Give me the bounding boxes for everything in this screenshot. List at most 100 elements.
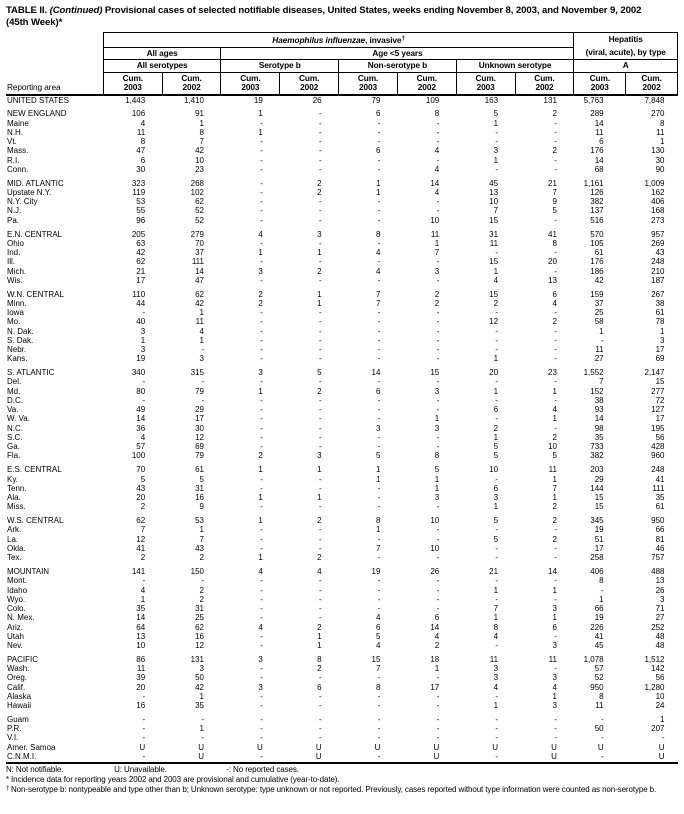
value-cell: 21: [548, 178, 557, 188]
value-cell: 61: [594, 248, 604, 258]
value-cell: -: [260, 502, 263, 512]
value-cell: 62: [136, 257, 146, 267]
value-cell: 7: [375, 298, 381, 308]
table-row: Iowa - 1 - - - - - - 25 61: [6, 308, 678, 317]
value-cell: -: [377, 197, 381, 207]
value-cell: 72: [655, 395, 665, 405]
value-cell: 50: [195, 673, 204, 683]
value-cell: 3: [199, 354, 204, 364]
reporting-area-cell: Colo.: [7, 604, 26, 613]
reporting-area-cell: Ky.: [7, 474, 18, 484]
value-cell: 127: [651, 405, 665, 415]
value-cell: 5: [317, 368, 322, 378]
value-cell: 279: [190, 229, 204, 239]
value-cell: -: [436, 308, 440, 318]
table-row: Idaho 4 2 - - - - 1 1 - 26: [6, 586, 678, 595]
reporting-area-cell: Tenn.: [7, 483, 27, 493]
value-cell: -: [201, 377, 204, 387]
value-cell: 43: [136, 483, 146, 493]
table-row: P.R. - 1 - - - - - - 50 207: [6, 724, 678, 733]
value-cell: -: [436, 257, 440, 267]
dagger-marker: †: [6, 785, 10, 793]
value-cell: 1: [375, 187, 381, 197]
value-cell: -: [377, 442, 381, 452]
value-cell: 5: [493, 442, 499, 452]
value-cell: 4: [434, 164, 440, 174]
value-cell: 4: [258, 229, 263, 239]
value-cell: 3: [258, 266, 263, 276]
value-cell: 12: [136, 534, 146, 544]
value-cell: -: [318, 525, 322, 535]
value-cell: -: [436, 405, 440, 415]
value-cell: 52: [594, 673, 604, 683]
table-row: Va. 49 29 - - - - 6 4 93 127: [6, 405, 678, 414]
value-cell: 269: [651, 238, 665, 248]
value-cell: -: [573, 751, 626, 765]
value-cell: -: [260, 631, 263, 641]
value-cell: 1: [552, 386, 557, 396]
value-cell: -: [436, 502, 440, 512]
value-cell: 1,410: [183, 95, 204, 105]
value-cell: 23: [548, 368, 557, 378]
value-cell: 61: [655, 502, 665, 512]
value-cell: 2: [140, 553, 146, 563]
value-cell: 62: [195, 289, 204, 299]
value-cell: 4: [140, 432, 146, 442]
value-cell: 382: [590, 451, 604, 461]
value-cell: 4: [434, 187, 440, 197]
value-cell: -: [554, 423, 557, 433]
value-cell: -: [377, 335, 381, 345]
cum-year-cell: Cum. 2003: [456, 71, 516, 96]
value-cell: 5: [434, 465, 440, 475]
value-cell: 14: [430, 622, 440, 632]
value-cell: -: [554, 215, 557, 225]
value-cell: 2: [552, 317, 557, 327]
value-cell: 163: [484, 95, 499, 105]
value-cell: 106: [131, 109, 146, 119]
value-cell: 6: [375, 109, 381, 119]
value-cell: -: [436, 724, 440, 734]
value-cell: 3: [317, 451, 322, 461]
value-cell: -: [260, 118, 263, 128]
value-cell: 19: [253, 95, 263, 105]
value-cell: 3: [258, 682, 263, 692]
value-cell: 42: [195, 298, 204, 308]
value-cell: -: [377, 585, 381, 595]
value-cell: 1: [552, 493, 557, 503]
value-cell: -: [260, 691, 263, 701]
value-cell: 5: [493, 516, 499, 526]
value-cell: 16: [195, 493, 204, 503]
value-cell: U: [515, 751, 574, 765]
value-cell: 17: [430, 682, 440, 692]
value-cell: 1: [375, 178, 381, 188]
reporting-area-cell: Del.: [7, 377, 22, 387]
value-cell: 2: [258, 298, 263, 308]
col-non-serotype-b: Non-serotype b: [338, 59, 457, 72]
value-cell: -: [318, 317, 322, 327]
value-cell: -: [377, 127, 381, 137]
value-cell: 289: [590, 109, 604, 119]
value-cell: -: [201, 714, 204, 724]
value-cell: -: [318, 673, 322, 683]
value-cell: -: [495, 395, 499, 405]
value-cell: 16: [195, 631, 204, 641]
value-cell: -: [338, 751, 398, 765]
value-cell: 50: [594, 724, 604, 734]
value-cell: 27: [655, 613, 665, 623]
reporting-area-cell: Minn.: [7, 298, 27, 308]
value-cell: -: [436, 525, 440, 535]
value-cell: 5: [493, 109, 499, 119]
value-cell: 61: [655, 308, 665, 318]
value-cell: -: [318, 164, 322, 174]
star-marker: *: [6, 774, 10, 784]
value-cell: 62: [136, 516, 146, 526]
value-cell: 406: [651, 197, 665, 207]
table-row: Mo. 40 11 - - - - 12 2 58 78: [6, 317, 678, 326]
value-cell: 37: [594, 298, 604, 308]
value-cell: -: [201, 576, 204, 586]
value-cell: -: [318, 724, 322, 734]
table-row: E.S. CENTRAL 70 61 1 1 1 5 10 11 203 248: [6, 461, 678, 475]
reporting-area-cell: Upstate N.Y.: [7, 187, 52, 197]
value-cell: -: [436, 585, 440, 595]
value-cell: 1: [258, 127, 263, 137]
